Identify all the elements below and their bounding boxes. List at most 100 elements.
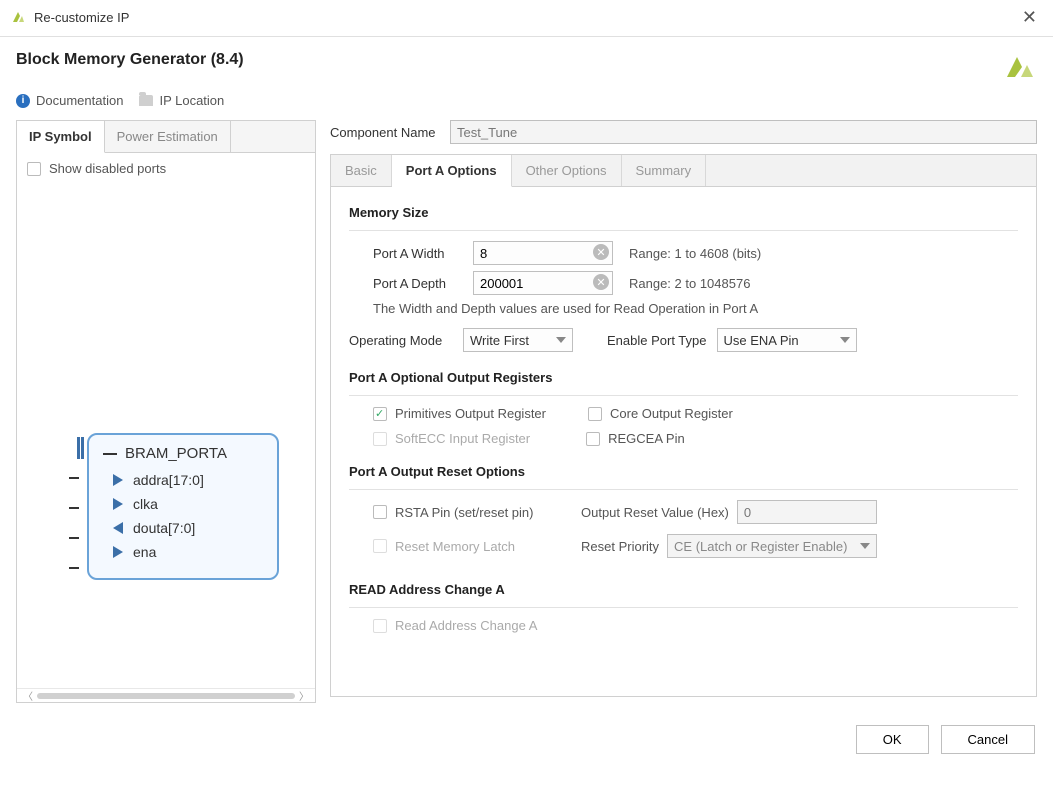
close-icon[interactable]: ✕ [1016,4,1043,30]
show-disabled-ports-checkbox[interactable] [27,162,41,176]
port-a-depth-row: Port A Depth ✕ Range: 2 to 1048576 [373,271,1018,295]
input-arrow-icon [113,498,123,510]
operating-mode-label: Operating Mode [349,333,453,348]
titlebar: Re-customize IP ✕ [0,0,1053,37]
port-a-width-label: Port A Width [373,246,463,261]
optreg-row2: SoftECC Input Register REGCEA Pin [373,431,1018,446]
scrollbar-thumb[interactable] [37,693,295,699]
cancel-button[interactable]: Cancel [941,725,1035,754]
divider [349,489,1018,490]
port-label: douta[7:0] [133,520,195,536]
core-output-register-label: Core Output Register [610,406,733,421]
width-depth-note: The Width and Depth values are used for … [373,301,1018,316]
regcea-pin-row: REGCEA Pin [586,431,685,446]
bram-porta-block[interactable]: BRAM_PORTA addra[17:0] clka douta[7:0] e… [87,433,279,580]
operating-mode-select[interactable]: Write First [463,328,573,352]
window-title: Re-customize IP [34,10,129,25]
vendor-logo-icon [1003,51,1037,81]
scroll-left-icon[interactable]: 〈 [23,688,33,703]
softecc-input-register-label: SoftECC Input Register [395,431,530,446]
show-disabled-ports-label: Show disabled ports [49,161,166,176]
reset-row2: Reset Memory Latch Reset Priority CE (La… [373,534,1018,558]
documentation-link[interactable]: i Documentation [16,93,123,108]
primitives-output-register-checkbox[interactable] [373,407,387,421]
left-tabs: IP Symbol Power Estimation [17,121,315,153]
tab-summary[interactable]: Summary [622,155,707,186]
output-arrow-icon [113,522,123,534]
bus-bar-icon [77,437,80,459]
bram-title-row: BRAM_PORTA [103,445,263,462]
horizontal-scrollbar[interactable]: 〈 〉 [17,688,315,702]
left-panel: IP Symbol Power Estimation Show disabled… [16,120,316,703]
input-arrow-icon [113,546,123,558]
scroll-right-icon[interactable]: 〉 [299,688,309,703]
component-name-input[interactable] [450,120,1037,144]
port-label: addra[17:0] [133,472,204,488]
divider [349,607,1018,608]
output-reset-value-input[interactable] [737,500,877,524]
right-panel: Component Name Basic Port A Options Othe… [330,120,1037,703]
reset-memory-latch-row: Reset Memory Latch [373,534,553,558]
chevron-down-icon [860,543,870,549]
port-a-panel: Memory Size Port A Width ✕ Range: 1 to 4… [331,187,1036,696]
clear-icon[interactable]: ✕ [593,274,609,290]
port-a-depth-label: Port A Depth [373,276,463,291]
optional-registers-heading: Port A Optional Output Registers [349,370,1018,389]
show-disabled-ports-row: Show disabled ports [27,161,305,176]
reset-memory-latch-checkbox [373,539,387,553]
port-a-depth-wrap: ✕ [473,271,613,295]
app-logo-icon [10,9,26,25]
bram-title: BRAM_PORTA [125,445,227,462]
regcea-pin-label: REGCEA Pin [608,431,685,446]
rsta-pin-label: RSTA Pin (set/reset pin) [395,505,533,520]
port-label: clka [133,496,158,512]
clear-icon[interactable]: ✕ [593,244,609,260]
port-addra: addra[17:0] [103,468,263,492]
port-label: ena [133,544,156,560]
read-address-change-row: Read Address Change A [373,618,1018,633]
tab-basic[interactable]: Basic [331,155,392,186]
port-a-width-input[interactable] [473,241,613,265]
port-a-depth-input[interactable] [473,271,613,295]
port-a-depth-range: Range: 2 to 1048576 [629,276,750,291]
operating-mode-value: Write First [470,333,529,348]
chevron-down-icon [840,337,850,343]
tab-port-a-options[interactable]: Port A Options [392,155,512,187]
port-a-width-row: Port A Width ✕ Range: 1 to 4608 (bits) [373,241,1018,265]
regcea-pin-checkbox[interactable] [586,432,600,446]
port-a-width-wrap: ✕ [473,241,613,265]
ip-location-link[interactable]: IP Location [139,93,224,108]
reset-priority-value: CE (Latch or Register Enable) [674,539,847,554]
config-tabs: Basic Port A Options Other Options Summa… [331,155,1036,187]
read-address-change-a-row: Read Address Change A [373,618,537,633]
enable-port-type-value: Use ENA Pin [724,333,799,348]
optreg-row1: Primitives Output Register Core Output R… [373,406,1018,421]
window-root: Re-customize IP ✕ Block Memory Generator… [0,0,1053,768]
softecc-input-register-checkbox [373,432,387,446]
port-ena: ena [103,540,263,564]
read-address-change-a-checkbox [373,619,387,633]
tab-ip-symbol[interactable]: IP Symbol [17,121,105,153]
reset-priority-select: CE (Latch or Register Enable) [667,534,877,558]
tab-other-options[interactable]: Other Options [512,155,622,186]
enable-port-type-label: Enable Port Type [607,333,707,348]
tab-power-estimation[interactable]: Power Estimation [105,121,231,152]
read-address-change-a-label: Read Address Change A [395,618,537,633]
read-address-change-heading: READ Address Change A [349,582,1018,601]
rsta-pin-row: RSTA Pin (set/reset pin) [373,500,553,524]
primitives-output-register-row: Primitives Output Register [373,406,546,421]
component-name-row: Component Name [330,120,1037,144]
memory-size-heading: Memory Size [349,205,1018,224]
enable-port-type-select[interactable]: Use ENA Pin [717,328,857,352]
footer: OK Cancel [0,715,1053,768]
folder-icon [139,95,153,106]
mode-row: Operating Mode Write First Enable Port T… [349,328,1018,352]
core-output-register-row: Core Output Register [588,406,733,421]
port-clka: clka [103,492,263,516]
rsta-pin-checkbox[interactable] [373,505,387,519]
core-output-register-checkbox[interactable] [588,407,602,421]
component-name-label: Component Name [330,125,440,140]
port-stub-icon [69,567,79,569]
ok-button[interactable]: OK [856,725,929,754]
reset-priority-row: Reset Priority CE (Latch or Register Ena… [581,534,877,558]
